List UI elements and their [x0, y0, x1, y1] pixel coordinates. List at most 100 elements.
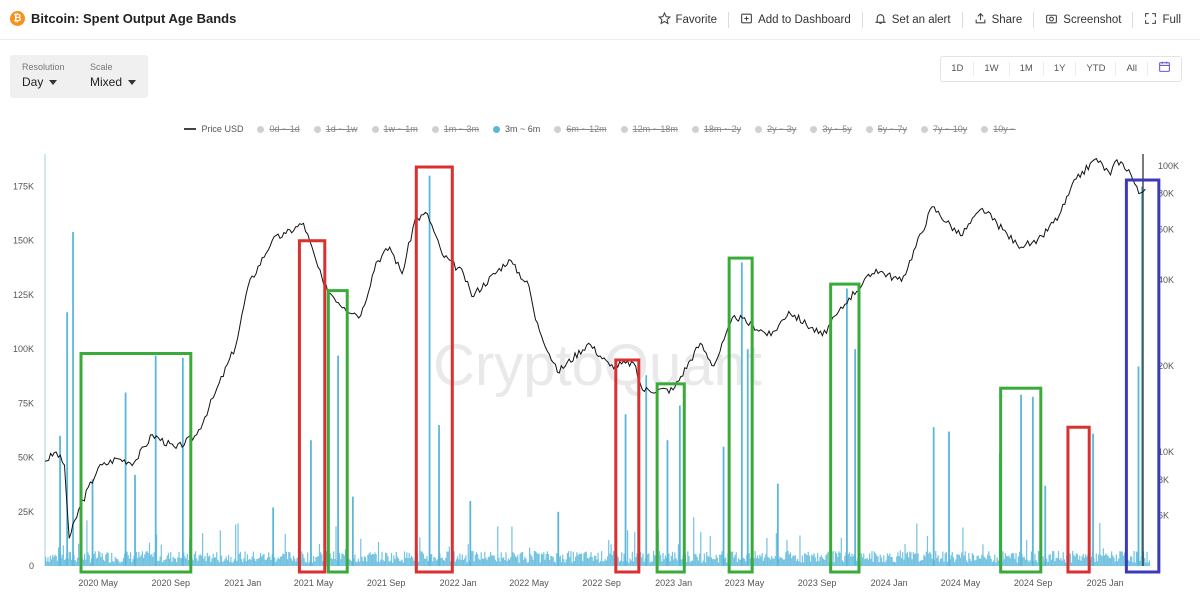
bar-noise	[787, 550, 789, 566]
bar-noise	[772, 558, 774, 566]
dashboard-add-icon	[740, 12, 753, 28]
bar-noise	[46, 561, 48, 566]
bar-noise	[1112, 555, 1114, 566]
bar-noise	[101, 553, 103, 566]
legend-item[interactable]: 12m ~ 18m	[620, 124, 678, 134]
bar-noise	[941, 558, 943, 566]
bar-noise	[1062, 552, 1064, 566]
bar-noise	[955, 559, 957, 566]
bar-noise	[377, 541, 380, 566]
bar-noise	[662, 553, 664, 566]
legend-item[interactable]: 3m ~ 6m	[493, 124, 540, 134]
bar-noise	[1107, 555, 1109, 566]
bar-noise	[811, 554, 813, 566]
legend-item[interactable]: 3y ~ 5y	[810, 124, 852, 134]
y-right-tick-label: 60K	[1158, 224, 1174, 234]
bar-noise	[104, 560, 106, 566]
legend-item[interactable]: Price USD	[184, 124, 243, 134]
range-all[interactable]: All	[1116, 62, 1148, 76]
bar-noise	[538, 553, 540, 566]
range-ytd[interactable]: YTD	[1076, 62, 1117, 76]
bar-noise	[636, 553, 638, 566]
bar-noise	[606, 556, 609, 566]
add-to-dashboard-button[interactable]: Add to Dashboard	[728, 12, 862, 28]
bar-noise	[117, 559, 119, 566]
bar-noise	[139, 556, 141, 566]
calendar-button[interactable]	[1148, 61, 1181, 76]
legend-item[interactable]: 6m ~ 12m	[554, 124, 607, 134]
fullscreen-button[interactable]: Full	[1132, 12, 1192, 28]
bar-noise	[441, 557, 443, 566]
bar-noise	[739, 559, 741, 566]
bar-noise	[820, 555, 822, 566]
legend-item[interactable]: 7y ~ 10y	[921, 124, 967, 134]
bar-noise	[1108, 557, 1110, 566]
legend-item[interactable]: 1m ~ 3m	[431, 124, 479, 134]
bar-noise	[167, 552, 169, 566]
bar-noise	[1109, 558, 1112, 566]
bar-noise	[671, 551, 674, 566]
bar-noise	[211, 558, 213, 566]
bar-noise	[536, 552, 538, 566]
bar-noise	[580, 553, 583, 566]
range-1w[interactable]: 1W	[974, 62, 1010, 76]
bar-noise	[689, 562, 691, 566]
bar-noise	[289, 552, 291, 566]
bar-noise	[885, 560, 887, 566]
bar-noise	[978, 558, 981, 566]
legend-item[interactable]: 18m ~ 2y	[691, 124, 741, 134]
set-alert-button[interactable]: Set an alert	[861, 12, 962, 28]
screenshot-button[interactable]: Screenshot	[1033, 12, 1132, 28]
bar-noise	[223, 560, 225, 566]
legend-item[interactable]: 0d ~ 1d	[257, 124, 300, 134]
bar-noise	[277, 557, 279, 566]
legend-item[interactable]: 2y ~ 3y	[755, 124, 796, 134]
bar-noise	[239, 551, 241, 566]
bar-noise	[1119, 551, 1121, 566]
bar-noise	[194, 551, 197, 566]
bar-noise	[220, 555, 223, 566]
legend-item[interactable]: 5y ~ 7y	[865, 124, 907, 134]
favorite-button[interactable]: Favorite	[647, 11, 729, 28]
scale-select[interactable]: Scale Mixed	[78, 55, 146, 98]
legend-label: 2y ~ 3y	[767, 124, 797, 134]
bar-noise	[635, 557, 637, 566]
range-1y[interactable]: 1Y	[1044, 62, 1077, 76]
bar-noise	[440, 557, 442, 566]
bar-noise	[521, 551, 524, 566]
bar-noise	[418, 561, 420, 566]
bar-noise	[810, 561, 812, 566]
legend-item[interactable]: 1d ~ 1w	[313, 124, 358, 134]
bar-noise	[381, 551, 383, 566]
bar-noise	[609, 553, 611, 566]
range-1m[interactable]: 1M	[1010, 62, 1044, 76]
bar-noise	[700, 531, 702, 566]
bar-noise	[268, 552, 270, 566]
bar-noise	[617, 557, 619, 566]
bar-noise	[990, 558, 992, 566]
bar-noise	[265, 559, 267, 566]
share-button[interactable]: Share	[961, 12, 1034, 28]
bar-noise	[147, 552, 149, 566]
bar-noise	[962, 527, 964, 566]
bar-noise	[884, 562, 886, 566]
bar-noise	[647, 554, 649, 566]
bar-noise	[253, 558, 256, 566]
bar-noise	[217, 559, 219, 566]
bar-noise	[245, 561, 247, 566]
range-1d[interactable]: 1D	[941, 62, 975, 76]
bar-noise	[148, 542, 151, 566]
bar-noise	[565, 559, 567, 566]
bar-noise	[262, 554, 264, 566]
bar-noise	[989, 555, 991, 566]
bar-noise	[985, 559, 988, 566]
bar-noise	[505, 552, 507, 566]
annotation-box-red	[614, 358, 641, 574]
resolution-select[interactable]: Resolution Day	[10, 55, 78, 98]
bar-noise	[128, 558, 131, 566]
legend-item[interactable]: 10y ~	[981, 124, 1016, 134]
legend-item[interactable]: 1w ~ 1m	[371, 124, 418, 134]
bar-noise	[1102, 548, 1104, 566]
bar-spike	[1044, 485, 1047, 566]
bar-noise	[229, 561, 231, 566]
